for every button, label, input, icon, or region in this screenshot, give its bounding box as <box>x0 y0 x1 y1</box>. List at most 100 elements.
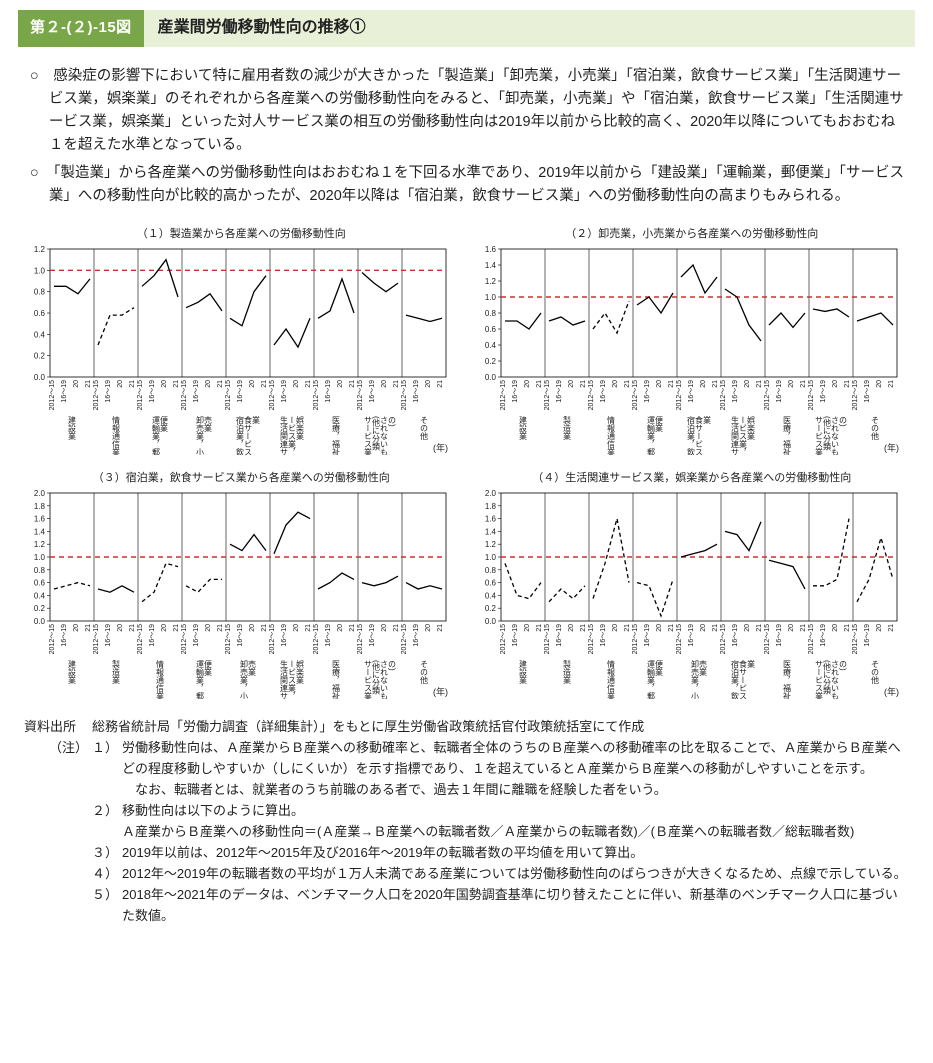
svg-text:21: 21 <box>305 380 312 388</box>
svg-text:2012～15: 2012～15 <box>49 624 56 654</box>
svg-text:20: 20 <box>876 380 883 388</box>
svg-text:医療，福祉: 医療，福祉 <box>332 416 341 455</box>
svg-text:2012～15: 2012～15 <box>807 380 814 410</box>
svg-text:21: 21 <box>261 380 268 388</box>
svg-text:16～19: 16～19 <box>325 624 332 647</box>
svg-text:20: 20 <box>656 624 663 632</box>
svg-text:21: 21 <box>217 624 224 632</box>
svg-text:16～19: 16～19 <box>149 624 156 647</box>
svg-text:16～19: 16～19 <box>731 624 738 647</box>
note-line: ５）2018年～2021年のデータは、ベンチマーク人口を2020年国勢調査基準に… <box>24 884 909 926</box>
svg-text:2012～15: 2012～15 <box>137 380 144 410</box>
svg-text:20: 20 <box>337 380 344 388</box>
svg-text:20: 20 <box>425 624 432 632</box>
svg-text:20: 20 <box>700 380 707 388</box>
svg-text:21: 21 <box>85 380 92 388</box>
svg-text:16～19: 16～19 <box>369 380 376 403</box>
svg-text:21: 21 <box>261 624 268 632</box>
note-body: 労働移動性向は、Ａ産業からＢ産業への移動確率と、転職者全体のうちのＢ産業への移動… <box>122 737 909 779</box>
svg-text:20: 20 <box>73 624 80 632</box>
svg-text:16～19: 16～19 <box>61 380 68 403</box>
svg-text:0.2: 0.2 <box>34 352 46 361</box>
figure-header: 第２-(２)-15図 産業間労働移動性向の推移① <box>18 10 915 47</box>
chart-3-title: （３）宿泊業，飲食サービス業から各産業への労働移動性向 <box>22 470 461 487</box>
svg-text:2012～15: 2012～15 <box>401 624 408 654</box>
svg-text:(年): (年) <box>884 442 899 453</box>
svg-text:1.6: 1.6 <box>484 245 496 254</box>
svg-text:医療，福祉: 医療，福祉 <box>332 660 341 699</box>
svg-text:21: 21 <box>437 380 444 388</box>
svg-text:2012～15: 2012～15 <box>225 624 232 654</box>
svg-text:20: 20 <box>744 624 751 632</box>
svg-text:2012～15: 2012～15 <box>357 380 364 410</box>
svg-text:16～19: 16～19 <box>193 624 200 647</box>
svg-text:2012～15: 2012～15 <box>631 624 638 654</box>
svg-text:21: 21 <box>393 624 400 632</box>
svg-text:20: 20 <box>612 380 619 388</box>
svg-text:0.6: 0.6 <box>484 579 496 588</box>
svg-text:情報通信業: 情報通信業 <box>606 415 615 455</box>
notes-label <box>24 863 92 884</box>
source-label: 資料出所 <box>24 716 92 737</box>
svg-text:21: 21 <box>305 624 312 632</box>
svg-text:2012～15: 2012～15 <box>499 380 506 410</box>
svg-text:21: 21 <box>800 624 807 632</box>
svg-text:2012～15: 2012～15 <box>357 624 364 654</box>
svg-text:(年): (年) <box>433 686 448 697</box>
svg-text:0.0: 0.0 <box>484 617 496 626</box>
svg-text:21: 21 <box>349 624 356 632</box>
note-body: 2019年以前は、2012年～2015年及び2016年～2019年の転職者数の平… <box>122 842 909 863</box>
svg-text:医療，福祉: 医療，福祉 <box>782 416 791 455</box>
svg-text:16～19: 16～19 <box>819 624 826 647</box>
source-text: 総務省統計局「労働力調査（詳細集計）」をもとに厚生労働省政策統括官付政策統括室に… <box>92 716 909 737</box>
svg-text:20: 20 <box>744 380 751 388</box>
svg-text:16～19: 16～19 <box>863 624 870 647</box>
svg-text:16～19: 16～19 <box>687 380 694 403</box>
svg-text:その他: その他 <box>420 416 429 441</box>
svg-text:0.8: 0.8 <box>34 566 46 575</box>
svg-text:2012～15: 2012～15 <box>543 624 550 654</box>
svg-text:売業: 売業 <box>204 415 213 433</box>
figure-number: 第２-(２)-15図 <box>18 10 144 47</box>
svg-text:2012～15: 2012～15 <box>763 624 770 654</box>
svg-text:2012～15: 2012～15 <box>499 624 506 654</box>
svg-text:製造業: 製造業 <box>112 659 121 685</box>
svg-text:0.8: 0.8 <box>484 309 496 318</box>
svg-text:20: 20 <box>293 624 300 632</box>
note-body: なお、転職者とは、就業者のうち前職のある者で、過去１年間に離職を経験した者をいう… <box>122 779 909 800</box>
svg-text:21: 21 <box>536 380 543 388</box>
svg-text:21: 21 <box>437 624 444 632</box>
chart-4-svg: 0.00.20.40.60.81.01.21.41.61.82.02012～15… <box>473 489 903 699</box>
svg-text:16～19: 16～19 <box>105 624 112 647</box>
svg-text:2012～15: 2012～15 <box>807 624 814 654</box>
svg-text:娯楽業: 娯楽業 <box>296 659 305 685</box>
svg-text:16～19: 16～19 <box>863 380 870 403</box>
svg-text:その他: その他 <box>870 660 879 685</box>
svg-text:製造業: 製造業 <box>562 415 571 441</box>
svg-text:16～19: 16～19 <box>193 380 200 403</box>
svg-text:16～19: 16～19 <box>643 380 650 403</box>
svg-text:2012～15: 2012～15 <box>93 624 100 654</box>
svg-text:16～19: 16～19 <box>511 624 518 647</box>
svg-text:建設業: 建設業 <box>518 415 527 441</box>
charts-grid: （１）製造業から各産業への労働移動性向 0.00.20.40.60.81.01.… <box>18 226 915 706</box>
svg-text:20: 20 <box>117 380 124 388</box>
figure-title: 産業間労働移動性向の推移① <box>144 10 915 47</box>
chart-2-title: （２）卸売業，小売業から各産業への労働移動性向 <box>473 226 912 243</box>
notes-label: （注） <box>24 737 92 779</box>
svg-text:建設業: 建設業 <box>518 659 527 685</box>
svg-text:20: 20 <box>205 624 212 632</box>
svg-text:20: 20 <box>381 380 388 388</box>
svg-text:21: 21 <box>668 624 675 632</box>
svg-text:0.0: 0.0 <box>484 373 496 382</box>
summary-bullets: ○ 感染症の影響下において特に雇用者数の減少が大きかった「製造業」「卸売業，小売… <box>18 61 915 220</box>
svg-text:21: 21 <box>536 624 543 632</box>
svg-text:0.4: 0.4 <box>484 341 496 350</box>
svg-text:21: 21 <box>85 624 92 632</box>
svg-text:1.2: 1.2 <box>34 540 46 549</box>
svg-text:売業: 売業 <box>698 659 707 677</box>
svg-text:20: 20 <box>381 624 388 632</box>
svg-text:1.4: 1.4 <box>484 527 496 536</box>
svg-text:2012～15: 2012～15 <box>181 624 188 654</box>
svg-text:0.2: 0.2 <box>484 357 496 366</box>
